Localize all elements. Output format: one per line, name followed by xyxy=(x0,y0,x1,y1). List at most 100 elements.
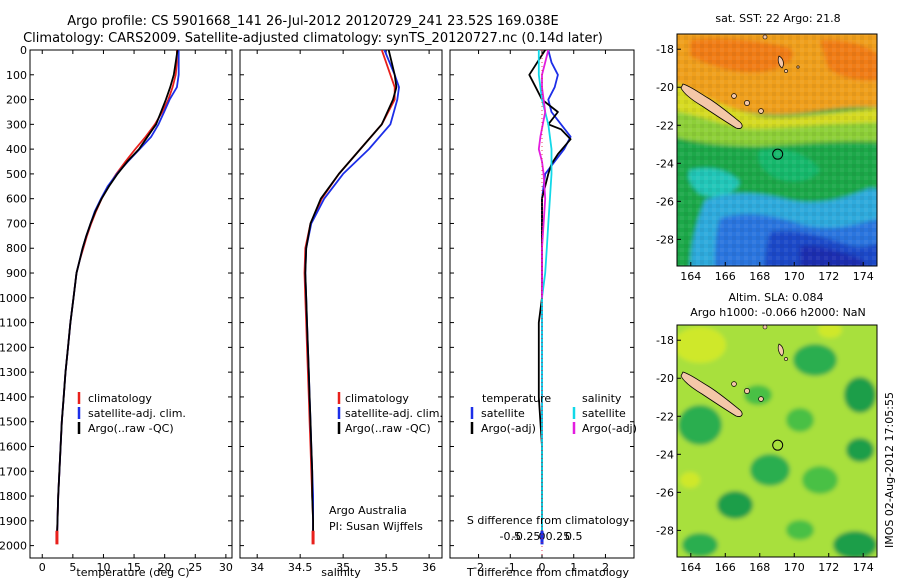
island xyxy=(762,34,768,40)
x-tick-label: 35.5 xyxy=(374,561,399,574)
island xyxy=(777,55,784,69)
new-caledonia-landmass xyxy=(680,371,743,417)
t-difference-label: T difference from climatology xyxy=(466,566,629,579)
lon-tick-label: 174 xyxy=(853,561,874,574)
temperature-series xyxy=(55,50,180,545)
sst-map-panel: sat. SST: 22 Argo: 21.8 xyxy=(656,12,878,283)
depth-tick-label: 800 xyxy=(6,242,27,255)
temperature-x-ticks: 0 5 10 15 20 25 30 xyxy=(39,50,233,574)
temperature-panel: 0100200300400500600700800900100011001200… xyxy=(0,44,233,579)
x-tick-label: 25 xyxy=(188,561,202,574)
difference-legend: temperature salinity satellite Argo(-adj… xyxy=(470,392,637,435)
lon-tick-label: 166 xyxy=(715,561,736,574)
depth-axis-ticks: 0 100 200 300 400 500 600 700 800 900 1000 1100 1200… xyxy=(0,44,232,553)
salinity-depth-tickmarks xyxy=(240,49,442,547)
argo-float-marker xyxy=(772,439,784,451)
sla-map-frame xyxy=(676,324,878,558)
depth-tick-label: 700 xyxy=(6,217,27,230)
depth-tick-label: 100 xyxy=(6,69,27,82)
salinity-legend: climatology satellite-adj. clim. Argo(..… xyxy=(337,392,443,435)
salinity-series xyxy=(303,50,400,545)
depth-tick-label: 1400 xyxy=(0,391,27,404)
x-tick-label: 20 xyxy=(158,561,172,574)
x-tick-label: -1 xyxy=(505,561,516,574)
lon-tick-label: 168 xyxy=(749,270,770,283)
header-title-line2: Climatology: CARS2009. Satellite-adjuste… xyxy=(23,31,603,46)
depth-tick-label: 1800 xyxy=(0,490,27,503)
sst-map-frame xyxy=(676,33,878,267)
s-difference-label: S difference from climatology xyxy=(467,514,630,527)
island xyxy=(744,388,750,394)
depth-tick-label: 900 xyxy=(6,267,27,280)
series-line-argo-raw-qc- xyxy=(56,50,179,540)
sla-lat-ticks: -18 -20 -22 -24 -26 -28 xyxy=(656,334,681,537)
x-tick-label: 0 xyxy=(39,561,46,574)
x-tick-label: 1 xyxy=(570,561,577,574)
profile-end-marker xyxy=(540,530,544,545)
x-tick-label: 35 xyxy=(336,561,350,574)
depth-tick-label: 600 xyxy=(6,193,27,206)
legend-label-t-satellite: satellite xyxy=(481,407,525,420)
lon-tick-label: 170 xyxy=(784,561,805,574)
temperature-x-label: temperature (deg C) xyxy=(76,566,189,579)
legend-label-s-satellite: satellite xyxy=(582,407,626,420)
depth-tick-label: 1000 xyxy=(0,292,27,305)
temperature-axes-frame xyxy=(29,49,233,559)
depth-tick-label: 1700 xyxy=(0,465,27,478)
legend-label-climatology: climatology xyxy=(88,392,152,405)
lat-tick-label: -28 xyxy=(656,233,674,246)
difference-t-ticks: -2 -1 0 1 2 xyxy=(473,50,609,574)
s-tick-label: 0.5 xyxy=(565,530,583,543)
lat-tick-label: -20 xyxy=(656,372,674,385)
sst-map-title: sat. SST: 22 Argo: 21.8 xyxy=(715,12,840,25)
lat-tick-label: -18 xyxy=(656,334,674,347)
new-caledonia-landmass xyxy=(680,83,743,129)
sla-map-title: Altim. SLA: 0.084 xyxy=(728,291,823,304)
x-tick-label: 10 xyxy=(96,561,110,574)
legend-label-satellite: satellite-adj. clim. xyxy=(345,407,443,420)
depth-tick-label: 0 xyxy=(20,44,27,57)
legend-label-s-argo: Argo(-adj) xyxy=(582,422,637,435)
sla-map-field xyxy=(677,325,877,557)
island xyxy=(744,100,750,106)
lat-tick-label: -22 xyxy=(656,410,674,423)
pi-annotation: PI: Susan Wijffels xyxy=(329,520,423,533)
depth-tick-label: 1600 xyxy=(0,440,27,453)
salinity-x-ticks: 34 34.5 35 35.5 36 xyxy=(250,50,436,574)
s-tick-label: 0.25 xyxy=(546,530,571,543)
imos-timestamp: IMOS 02-Aug-2012 17:05:55 xyxy=(883,392,896,548)
lon-tick-label: 172 xyxy=(818,270,839,283)
legend-title-temperature: temperature xyxy=(482,392,551,405)
profile-end-marker xyxy=(311,530,315,545)
x-tick-label: 5 xyxy=(69,561,76,574)
legend-title-salinity: salinity xyxy=(582,392,622,405)
sst-map-field xyxy=(677,34,877,266)
difference-series xyxy=(528,50,572,558)
lat-tick-label: -20 xyxy=(656,81,674,94)
salinity-x-label: salinity xyxy=(321,566,361,579)
salinity-axes-frame xyxy=(239,49,443,559)
sst-lat-ticks: -18 -20 -22 -24 -26 -28 xyxy=(656,43,681,246)
legend-label-argo: Argo(..raw -QC) xyxy=(345,422,431,435)
s-tick-label: -0.5 xyxy=(500,530,521,543)
depth-tick-label: 200 xyxy=(6,94,27,107)
island xyxy=(731,93,737,99)
x-tick-label: 15 xyxy=(127,561,141,574)
depth-tick-label: 500 xyxy=(6,168,27,181)
x-tick-label: 36 xyxy=(422,561,436,574)
sla-lon-ticks: 164 166 168 170 172 174 xyxy=(680,553,874,574)
salinity-panel: 34 34.5 35 35.5 36 climatology satellite-adj… xyxy=(239,49,443,579)
lat-tick-label: -28 xyxy=(656,524,674,537)
lat-tick-label: -26 xyxy=(656,195,674,208)
x-tick-label: 34 xyxy=(250,561,264,574)
depth-tick-label: 1500 xyxy=(0,416,27,429)
profile-end-marker xyxy=(55,530,59,545)
depth-tick-label: 300 xyxy=(6,118,27,131)
lat-tick-label: -24 xyxy=(656,157,674,170)
island xyxy=(784,357,788,361)
header-title-line1: Argo profile: CS 5901668_141 26-Jul-2012… xyxy=(67,14,558,29)
lon-tick-label: 170 xyxy=(784,270,805,283)
sla-map-subtitle: Argo h1000: -0.066 h2000: NaN xyxy=(690,306,866,319)
